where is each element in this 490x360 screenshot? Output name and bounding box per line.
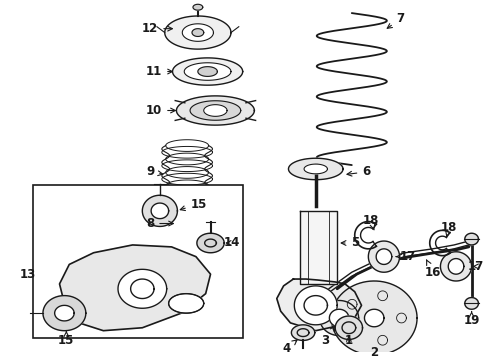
Text: 9: 9: [146, 165, 163, 178]
FancyBboxPatch shape: [33, 185, 243, 338]
Polygon shape: [335, 316, 363, 339]
Polygon shape: [43, 296, 86, 331]
Text: 4: 4: [282, 340, 297, 355]
Polygon shape: [204, 105, 227, 116]
Text: 15: 15: [180, 198, 207, 211]
Text: 18: 18: [441, 221, 457, 237]
Polygon shape: [197, 233, 224, 253]
Polygon shape: [190, 101, 241, 120]
Polygon shape: [292, 325, 315, 341]
Polygon shape: [169, 294, 204, 313]
Polygon shape: [182, 24, 214, 41]
Polygon shape: [465, 233, 478, 245]
Text: 7: 7: [387, 13, 405, 28]
Polygon shape: [172, 58, 243, 85]
Polygon shape: [192, 29, 204, 36]
Polygon shape: [289, 158, 343, 180]
Text: 14: 14: [224, 237, 240, 249]
Polygon shape: [365, 309, 384, 327]
Text: 13: 13: [19, 268, 35, 281]
Polygon shape: [175, 216, 211, 231]
Polygon shape: [193, 4, 203, 10]
Polygon shape: [304, 164, 327, 174]
Polygon shape: [179, 225, 207, 237]
Polygon shape: [143, 195, 177, 226]
Polygon shape: [165, 16, 231, 49]
Polygon shape: [331, 281, 417, 355]
Polygon shape: [118, 269, 167, 308]
Polygon shape: [151, 203, 169, 219]
Polygon shape: [198, 67, 218, 76]
Text: 19: 19: [464, 312, 480, 328]
Polygon shape: [376, 249, 392, 265]
Text: 2: 2: [370, 346, 378, 359]
Polygon shape: [176, 96, 254, 125]
Text: 17: 17: [396, 250, 416, 263]
Polygon shape: [448, 258, 464, 274]
Polygon shape: [55, 305, 74, 321]
Text: 1: 1: [345, 334, 353, 347]
Text: 3: 3: [321, 326, 335, 347]
Text: 10: 10: [146, 104, 175, 117]
Polygon shape: [368, 241, 399, 272]
Text: 18: 18: [363, 214, 379, 230]
Polygon shape: [441, 252, 472, 281]
Polygon shape: [300, 211, 337, 284]
Text: 6: 6: [347, 165, 370, 178]
Polygon shape: [59, 245, 211, 331]
Polygon shape: [277, 279, 362, 331]
Text: 5: 5: [341, 237, 359, 249]
Text: 16: 16: [424, 260, 441, 279]
Text: 17: 17: [467, 260, 484, 273]
Polygon shape: [294, 286, 337, 325]
Polygon shape: [465, 298, 478, 309]
Text: 15: 15: [58, 331, 74, 347]
Polygon shape: [184, 63, 231, 80]
Polygon shape: [319, 301, 359, 336]
Text: 8: 8: [146, 217, 173, 230]
Text: 12: 12: [142, 22, 172, 35]
Text: 11: 11: [146, 65, 172, 78]
Polygon shape: [329, 309, 349, 327]
